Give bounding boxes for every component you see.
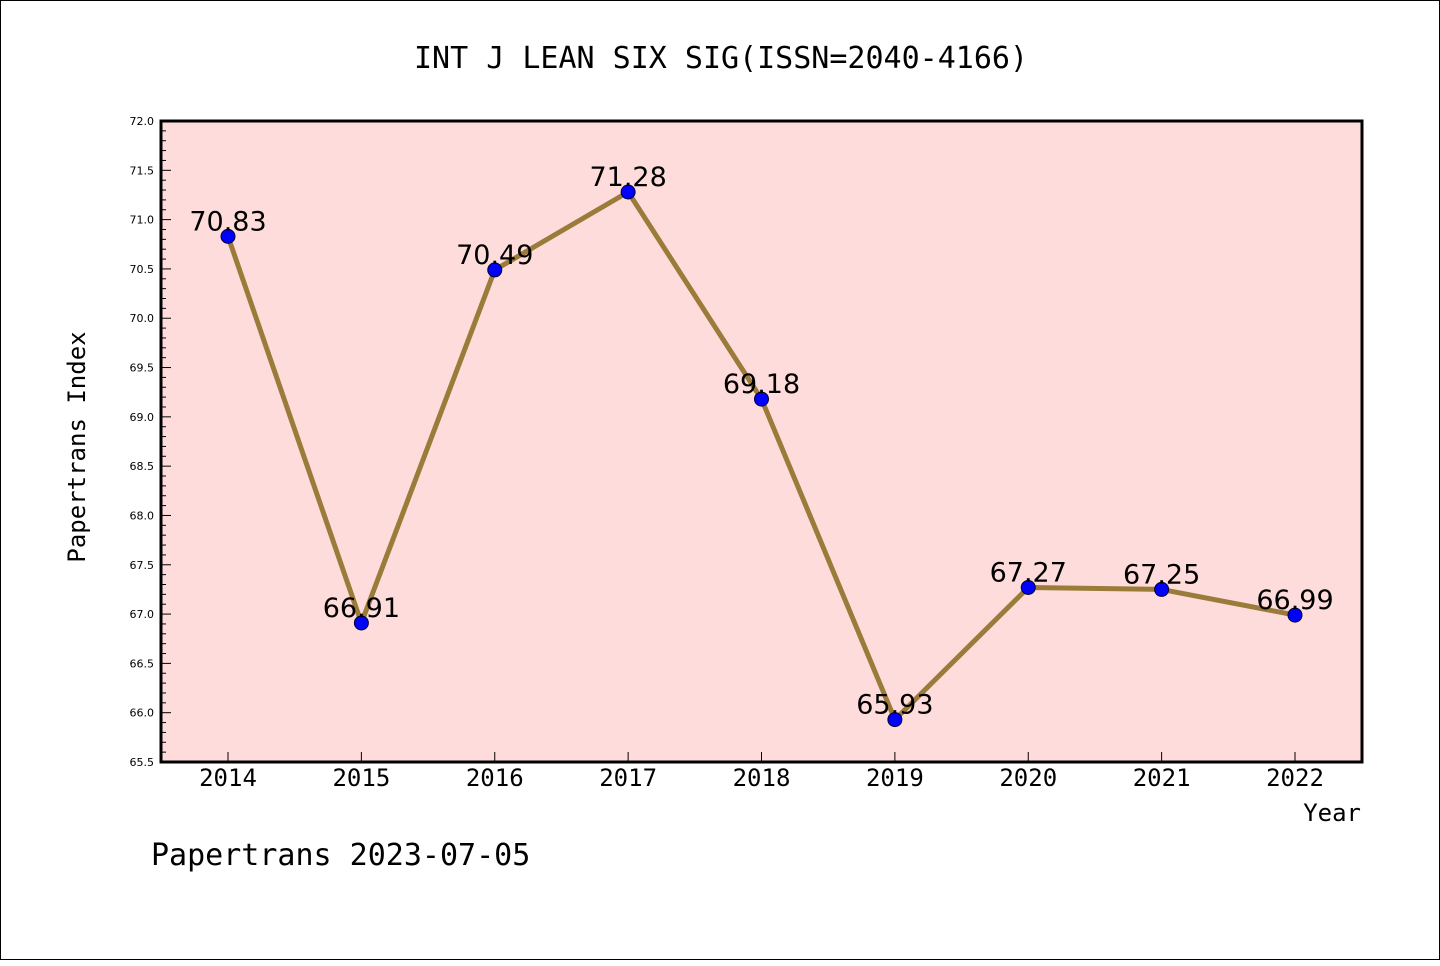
data-point-marker xyxy=(487,262,503,278)
data-point-marker xyxy=(620,184,636,200)
plot-area xyxy=(161,121,1362,762)
data-label: 70.83 xyxy=(189,206,266,237)
data-label: 66.91 xyxy=(323,593,400,624)
footer-source-date: Papertrans 2023-07-05 xyxy=(151,838,530,873)
y-tick-label: 70.5 xyxy=(130,263,155,276)
x-tick-label: 2018 xyxy=(733,764,791,792)
x-tick-label: 2015 xyxy=(332,764,390,792)
y-tick-label: 68.5 xyxy=(130,460,155,473)
data-point-marker xyxy=(353,615,369,631)
y-tick-label: 66.0 xyxy=(130,707,155,720)
x-tick-label: 2017 xyxy=(599,764,657,792)
chart-title: INT J LEAN SIX SIG(ISSN=2040-4166) xyxy=(414,41,1028,76)
y-tick-label: 67.5 xyxy=(130,559,155,572)
y-tick-label: 72.0 xyxy=(130,115,155,128)
x-tick-label: 2019 xyxy=(866,764,924,792)
x-tick-label: 2014 xyxy=(199,764,257,792)
data-point-marker xyxy=(754,391,769,407)
data-point-marker xyxy=(1287,607,1303,623)
y-tick-label: 65.5 xyxy=(130,756,155,769)
y-tick-label: 71.5 xyxy=(130,164,155,177)
y-tick-label: 71.0 xyxy=(130,214,155,227)
data-point-marker xyxy=(887,712,903,728)
y-axis-label: Papertrans Index xyxy=(63,331,91,562)
x-tick-label: 2016 xyxy=(466,764,524,792)
y-tick-label: 66.5 xyxy=(130,657,155,670)
data-point-marker xyxy=(1154,581,1170,597)
data-label: 65.93 xyxy=(856,690,933,721)
x-axis-label: Year xyxy=(1303,799,1361,827)
y-tick-label: 70.0 xyxy=(130,312,155,325)
y-tick-label: 69.5 xyxy=(130,362,155,375)
series-line-group: 70.83 66.91 70.49 71.28 69.18 65.93 67.27 67.25… xyxy=(189,162,1334,728)
y-axis: 65.5 66.0 66.5 67.0 67.5 68.0 68.5 69.0 69.5 70.0… xyxy=(130,115,171,769)
data-label: 67.27 xyxy=(990,557,1067,588)
data-label: 69.18 xyxy=(723,369,800,400)
x-axis: 2014 2015 2016 2017 2018 2019 2020 2021 2022 xyxy=(199,752,1324,792)
x-tick-label: 2022 xyxy=(1266,764,1324,792)
x-tick-label: 2020 xyxy=(999,764,1057,792)
y-tick-label: 67.0 xyxy=(130,608,155,621)
data-point-marker xyxy=(220,228,236,244)
y-tick-label: 68.0 xyxy=(130,509,155,522)
data-label: 71.28 xyxy=(589,162,666,193)
data-point-marker xyxy=(1020,579,1036,595)
data-label: 70.49 xyxy=(456,240,533,271)
data-label: 67.25 xyxy=(1123,559,1200,590)
x-tick-label: 2021 xyxy=(1133,764,1191,792)
data-label: 66.99 xyxy=(1256,585,1333,616)
y-tick-label: 69.0 xyxy=(130,411,155,424)
plot-frame xyxy=(159,119,1364,764)
